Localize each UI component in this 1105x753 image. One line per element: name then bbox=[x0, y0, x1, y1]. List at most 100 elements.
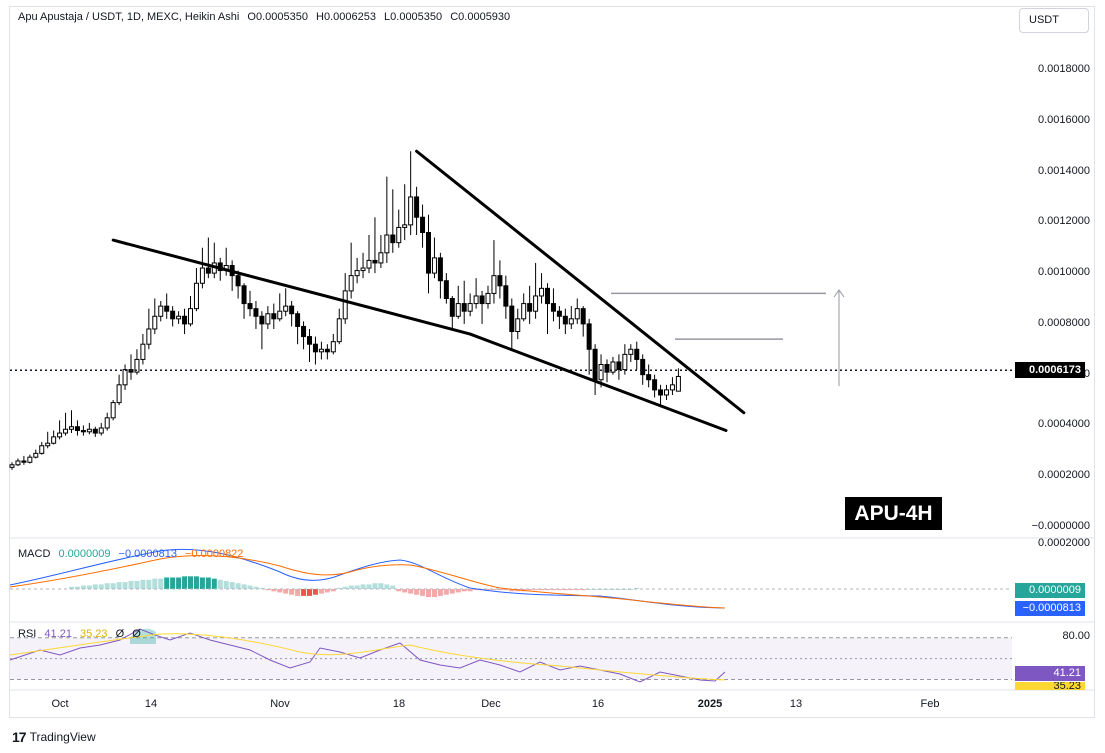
macd-histogram-bar bbox=[122, 582, 128, 589]
macd-hist-tag: 0.0000009 bbox=[1015, 583, 1085, 598]
candle-body bbox=[74, 426, 80, 432]
candle-body bbox=[15, 460, 21, 466]
candle-body bbox=[265, 313, 271, 325]
macd-histogram-bar bbox=[449, 589, 455, 594]
time-tick-label: Oct bbox=[51, 698, 69, 710]
macd-signal-value: −0.0000822 bbox=[185, 548, 244, 560]
macd-histogram-bar bbox=[539, 589, 545, 591]
price-tick-label: 0.0004000 bbox=[1038, 418, 1090, 431]
macd-histogram-bar bbox=[86, 585, 92, 589]
candle-body bbox=[69, 426, 74, 430]
ohlc-high: H0.0006253 bbox=[316, 11, 376, 23]
macd-histogram-bar bbox=[235, 583, 241, 589]
macd-histogram-bar bbox=[289, 589, 295, 595]
macd-histogram-bar bbox=[170, 577, 176, 589]
rsi-ma-line bbox=[9, 633, 726, 681]
candle-body bbox=[164, 305, 170, 312]
candle-body bbox=[9, 464, 15, 468]
currency-button[interactable]: USDT bbox=[1019, 8, 1089, 33]
candle-body bbox=[301, 325, 307, 338]
macd-histogram-bar bbox=[104, 583, 110, 589]
macd-histogram-bar bbox=[414, 589, 420, 595]
macd-histogram-bar bbox=[545, 589, 550, 591]
candle-body bbox=[63, 428, 69, 434]
candle-body bbox=[550, 303, 556, 312]
candle-body bbox=[336, 318, 342, 343]
candle-body bbox=[580, 308, 586, 325]
time-tick-label: 16 bbox=[591, 698, 605, 710]
macd-histogram-bar bbox=[188, 576, 193, 589]
candle-body bbox=[289, 305, 295, 315]
rsi-label: RSI bbox=[18, 628, 37, 640]
candle-body bbox=[420, 216, 426, 233]
macd-histogram-bar bbox=[592, 589, 598, 590]
tradingview-brand: TradingView bbox=[29, 730, 96, 744]
macd-histogram-bar bbox=[467, 589, 473, 592]
macd-histogram-bar bbox=[336, 587, 342, 589]
macd-legend[interactable]: MACD 0.0000009 −0.0000813 −0.0000822 bbox=[18, 548, 248, 560]
macd-histogram-bar bbox=[497, 589, 503, 591]
candle-body bbox=[182, 315, 188, 325]
macd-histogram-bar bbox=[98, 584, 104, 589]
macd-histogram-bar bbox=[372, 583, 378, 589]
chart-frame[interactable] bbox=[9, 6, 1095, 718]
candle-body bbox=[568, 318, 574, 325]
symbol-header: Apu Apustaja / USDT, 1D, MEXC, Heikin As… bbox=[18, 11, 515, 23]
price-tick-label: 0.0016000 bbox=[1038, 113, 1090, 126]
macd-histogram-bar bbox=[116, 582, 122, 589]
macd-histogram-bar bbox=[92, 584, 98, 589]
macd-histogram-bar bbox=[562, 589, 568, 591]
macd-hist-value: 0.0000009 bbox=[58, 548, 111, 560]
time-tick-label: 14 bbox=[144, 698, 158, 710]
candle-body bbox=[449, 298, 455, 317]
candle-body bbox=[342, 290, 348, 320]
pair-watermark: APU-4H bbox=[845, 497, 942, 530]
macd-histogram-bar bbox=[199, 577, 205, 589]
candle-body bbox=[312, 343, 318, 353]
macd-histogram-bar bbox=[384, 584, 390, 589]
candle-body bbox=[241, 285, 247, 305]
candle-body bbox=[366, 259, 372, 269]
trendline bbox=[468, 332, 728, 433]
current-price-tag: 0.0006173 bbox=[1015, 362, 1085, 379]
candle-body bbox=[51, 436, 57, 444]
ohlc-close: C0.0005930 bbox=[450, 11, 511, 23]
candle-body bbox=[146, 328, 152, 345]
candle-body bbox=[640, 358, 646, 376]
candle-body bbox=[491, 275, 497, 294]
symbol-title[interactable]: Apu Apustaja / USDT, 1D, MEXC, Heikin As… bbox=[18, 11, 240, 23]
price-tick-label: 0.0010000 bbox=[1038, 266, 1090, 279]
candle-body bbox=[610, 361, 616, 373]
candle-body bbox=[485, 292, 491, 305]
macd-histogram-bar bbox=[473, 589, 479, 591]
candle-body bbox=[437, 257, 443, 282]
rsi-legend[interactable]: RSI 41.21 35.23 Ø Ø bbox=[18, 628, 146, 640]
candle-body bbox=[295, 313, 301, 327]
macd-histogram-bar bbox=[426, 589, 431, 598]
macd-histogram-bar bbox=[259, 587, 265, 589]
tradingview-logo-icon: 17 bbox=[12, 729, 27, 745]
macd-histogram-bar bbox=[443, 589, 449, 595]
candle-body bbox=[140, 343, 146, 360]
candle-body bbox=[134, 358, 140, 373]
candle-body bbox=[669, 384, 675, 391]
candle-body bbox=[521, 303, 527, 320]
candle-body bbox=[628, 348, 634, 355]
macd-histogram-bar bbox=[634, 587, 640, 589]
candle-body bbox=[503, 285, 509, 307]
tradingview-logo[interactable]: 17 TradingView bbox=[12, 729, 96, 745]
candle-body bbox=[277, 310, 283, 320]
candle-body bbox=[39, 445, 45, 454]
candle-body bbox=[92, 428, 98, 434]
macd-histogram-bar bbox=[229, 582, 235, 589]
macd-histogram-bar bbox=[354, 585, 360, 589]
rsi-ma-value: 35.23 bbox=[80, 628, 108, 640]
macd-histogram-bar bbox=[253, 586, 259, 589]
candle-body bbox=[372, 259, 378, 264]
macd-signal-line bbox=[9, 554, 726, 609]
candle-body bbox=[497, 275, 503, 287]
candle-body bbox=[116, 384, 122, 404]
candle-body bbox=[360, 267, 366, 272]
macd-histogram-bar bbox=[271, 589, 277, 592]
